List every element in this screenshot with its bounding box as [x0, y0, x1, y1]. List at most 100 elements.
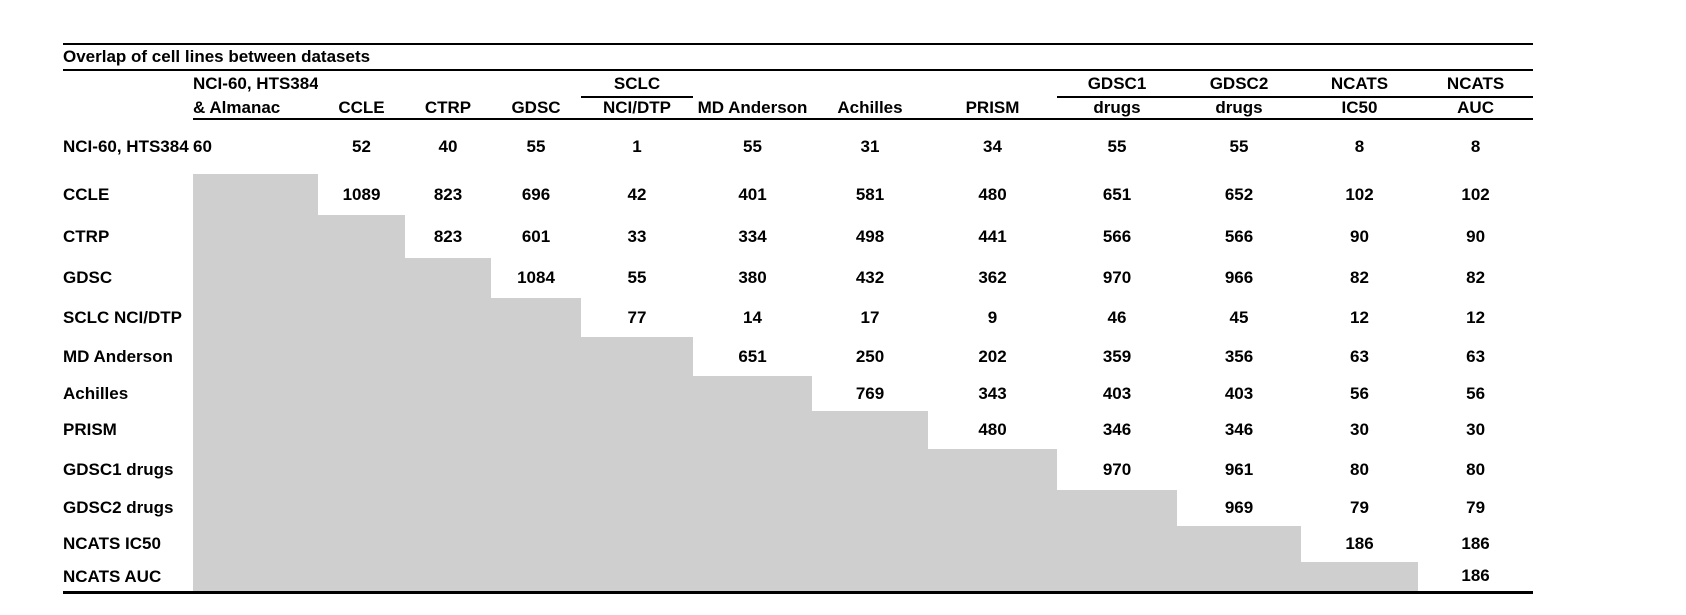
matrix-cell: 33 — [627, 226, 647, 246]
table-row: PRISM 480 346 346 30 30 — [63, 411, 1533, 449]
column-header-line1: NCI-60, HTS384 — [193, 74, 318, 93]
matrix-cell: 359 — [1102, 346, 1132, 366]
shaded-cell — [491, 562, 581, 594]
matrix-cell: 79 — [1350, 498, 1369, 517]
column-header-line1: NCATS — [1301, 70, 1418, 98]
matrix-cell: 966 — [1224, 268, 1254, 287]
row-label: GDSC1 drugs — [63, 459, 174, 479]
matrix-cell: 403 — [1224, 383, 1254, 403]
header-row-2: & Almanac CCLE CTRP GDSC NCI/DTP MD Anderson A… — [63, 97, 1534, 120]
matrix-cell: 961 — [1224, 459, 1254, 479]
shaded-cell — [318, 337, 405, 376]
row-label: NCATS AUC — [63, 562, 193, 594]
matrix-cell: 346 — [1102, 420, 1132, 439]
matrix-cell: 56 — [1466, 383, 1486, 403]
shaded-cell — [193, 526, 318, 562]
row-label: Achilles — [63, 383, 129, 403]
column-header-line2: Achilles — [812, 97, 928, 120]
column-header-line2: CCLE — [318, 97, 405, 120]
matrix-cell: 12 — [1466, 307, 1486, 327]
shaded-cell — [693, 449, 812, 490]
matrix-cell: 55 — [1229, 137, 1249, 156]
shaded-cell — [693, 411, 812, 449]
matrix-cell: 969 — [1224, 498, 1254, 517]
shaded-cell — [693, 376, 812, 411]
shaded-cell — [928, 526, 1057, 562]
column-header-line2: & Almanac — [193, 97, 318, 120]
shaded-cell — [581, 376, 693, 411]
shaded-cell — [491, 298, 581, 337]
column-header-line1: GDSC2 — [1177, 70, 1301, 98]
column-header-line1: GDSC1 — [1057, 70, 1177, 98]
column-header-line1 — [405, 70, 491, 97]
shaded-cell — [405, 337, 491, 376]
column-header-line1 — [318, 70, 405, 97]
matrix-cell: 970 — [1102, 268, 1132, 287]
matrix-cell: 1084 — [517, 268, 555, 287]
shaded-cell — [693, 490, 812, 526]
shaded-cell — [318, 298, 405, 337]
row-label: NCI-60, HTS384 & Almanac — [63, 136, 193, 156]
matrix-cell: 46 — [1107, 307, 1127, 327]
matrix-cell: 652 — [1224, 184, 1254, 204]
matrix-cell: 498 — [855, 226, 885, 246]
matrix-cell: 56 — [1350, 383, 1369, 403]
matrix-cell: 769 — [855, 383, 885, 403]
shaded-cell — [193, 490, 318, 526]
shaded-cell — [318, 526, 405, 562]
matrix-cell: 401 — [738, 184, 767, 204]
shaded-cell — [405, 298, 491, 337]
shaded-cell — [1177, 526, 1301, 562]
matrix-cell: 380 — [738, 268, 767, 287]
shaded-cell — [193, 449, 318, 490]
matrix-cell: 651 — [738, 346, 767, 366]
row-label: GDSC — [63, 268, 113, 288]
overlap-table-figure: Overlap of cell lines between datasets N… — [63, 43, 1534, 594]
shaded-cell — [405, 449, 491, 490]
matrix-cell: 90 — [1466, 226, 1486, 246]
matrix-cell: 17 — [860, 307, 880, 327]
matrix-cell: 186 — [1418, 562, 1534, 594]
shaded-cell — [405, 490, 491, 526]
shaded-cell — [405, 411, 491, 449]
column-header-line1 — [491, 70, 581, 97]
shaded-cell — [928, 562, 1057, 594]
shaded-cell — [491, 449, 581, 490]
shaded-cell — [193, 562, 318, 594]
table-title: Overlap of cell lines between datasets — [63, 43, 1534, 71]
matrix-cell: 90 — [1350, 226, 1369, 246]
matrix-cell: 8 — [1470, 137, 1481, 156]
shaded-cell — [318, 215, 405, 258]
matrix-cell: 250 — [855, 346, 885, 366]
shaded-cell — [812, 490, 928, 526]
shaded-cell — [193, 258, 318, 298]
overlap-table-body: Overlap of cell lines between datasets N… — [63, 43, 1534, 594]
shaded-cell — [193, 215, 318, 258]
matrix-cell: 34 — [983, 137, 1002, 156]
shaded-cell — [318, 258, 405, 298]
matrix-cell: 346 — [1224, 420, 1254, 439]
shaded-cell — [318, 490, 405, 526]
shaded-cell — [193, 337, 318, 376]
row-label: CTRP — [63, 226, 110, 246]
matrix-cell: 55 — [526, 137, 546, 156]
table-row: GDSC1 drugs 970 961 80 80 — [63, 449, 1533, 490]
matrix-cell: 403 — [1102, 383, 1132, 403]
column-header-line1: NCATS — [1418, 70, 1534, 98]
title-row: Overlap of cell lines between datasets — [63, 43, 1534, 71]
matrix-cell: 60 — [193, 137, 212, 156]
shaded-cell — [491, 490, 581, 526]
shaded-cell — [405, 258, 491, 298]
shaded-cell — [318, 449, 405, 490]
matrix-cell: 970 — [1102, 459, 1132, 479]
matrix-cell: 581 — [855, 184, 885, 204]
matrix-cell: 102 — [1345, 184, 1374, 204]
matrix-cell: 80 — [1466, 459, 1486, 479]
table-row: CCLE 1089 823 696 42 401 581 480 651 652 102 102 — [63, 174, 1533, 215]
shaded-cell — [318, 562, 405, 594]
matrix-cell: 8 — [1354, 137, 1365, 156]
shaded-cell — [581, 411, 693, 449]
matrix-cell: 77 — [627, 307, 647, 327]
matrix-cell: 566 — [1102, 226, 1132, 246]
table-row: NCI-60, HTS384 & Almanac60 52 40 55 1 55 31 34 5… — [63, 119, 1533, 174]
